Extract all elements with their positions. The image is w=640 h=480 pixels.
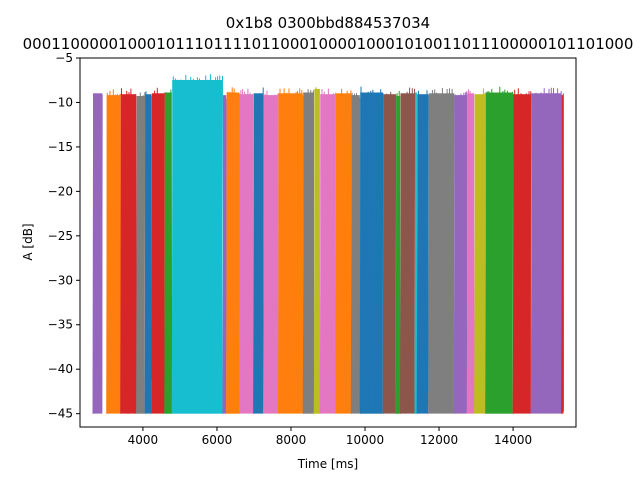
series-line	[359, 86, 384, 414]
y-tick-label: −10	[48, 95, 73, 109]
series-11	[239, 88, 254, 414]
series-17	[319, 88, 336, 414]
series-line	[453, 91, 468, 414]
x-tick-label: 8000	[276, 433, 307, 447]
y-tick-label: −40	[48, 362, 73, 376]
series-line	[263, 90, 279, 414]
series-27	[453, 91, 468, 414]
series-3	[120, 88, 137, 414]
series-line	[120, 88, 137, 414]
series-line	[512, 88, 532, 414]
plot-area	[92, 74, 564, 414]
series-line	[319, 88, 336, 414]
series-20	[359, 86, 384, 414]
x-axis: 4000 6000 8000 10000 12000 14000	[128, 427, 532, 447]
series-line	[414, 92, 418, 414]
y-tick-label: −45	[48, 407, 73, 421]
series-25	[416, 90, 429, 414]
chart-title: 0x1b8 0300bbd884537034	[226, 14, 430, 32]
x-tick-label: 14000	[494, 433, 532, 447]
y-tick-label: −25	[48, 229, 73, 243]
series-26	[428, 87, 455, 414]
y-tick-label: −20	[48, 184, 73, 198]
series-line	[400, 87, 416, 414]
series-fill	[314, 88, 320, 414]
series-line	[106, 89, 121, 414]
series-line	[561, 93, 564, 414]
series-16	[313, 87, 321, 414]
series-line	[239, 88, 254, 414]
axes-frame	[79, 57, 577, 428]
series-32	[530, 87, 562, 414]
series-line	[335, 88, 352, 414]
series-line	[151, 87, 165, 414]
series-31	[512, 88, 532, 414]
x-tick-label: 10000	[346, 433, 384, 447]
series-line	[171, 74, 223, 414]
series-line	[92, 93, 103, 414]
series-19	[350, 92, 361, 414]
x-tick-label: 6000	[202, 433, 233, 447]
series-23	[400, 87, 416, 414]
x-axis-label: Time [ms]	[297, 457, 359, 471]
series-line	[485, 86, 514, 414]
series-line	[164, 89, 173, 414]
series-fill	[474, 94, 486, 414]
series-18	[335, 88, 352, 414]
y-tick-label: −30	[48, 273, 73, 287]
series-14	[277, 88, 304, 414]
series-line	[395, 90, 401, 414]
y-axis-label: A [dB]	[21, 223, 35, 260]
series-line	[136, 92, 146, 414]
series-12	[253, 87, 264, 414]
series-28	[466, 89, 475, 414]
series-15	[302, 89, 315, 414]
series-line	[226, 87, 240, 414]
series-line	[253, 87, 264, 414]
chart-subtitle: 0001100000100010111011110110001000010001…	[23, 35, 634, 53]
series-line	[313, 87, 321, 414]
y-axis: −5 −10 −15 −20 −25 −30 −35 −40 −45	[48, 51, 80, 421]
series-line	[474, 88, 486, 414]
series-30	[485, 86, 514, 414]
series-fill	[417, 94, 429, 414]
series-line	[277, 88, 304, 414]
series-22	[395, 90, 401, 414]
series-4	[136, 92, 146, 414]
series-line	[302, 89, 315, 414]
series-line	[382, 91, 397, 414]
y-tick-label: −15	[48, 140, 73, 154]
series-10	[226, 87, 240, 414]
series-13	[263, 90, 279, 414]
series-6	[151, 87, 165, 414]
series-1	[92, 93, 103, 414]
series-21	[382, 91, 397, 414]
x-tick-label: 4000	[128, 433, 159, 447]
series-29	[474, 88, 486, 414]
series-line	[222, 97, 227, 414]
y-tick-label: −35	[48, 318, 73, 332]
series-line	[428, 87, 455, 414]
series-line	[144, 91, 152, 414]
series-line	[416, 90, 429, 414]
series-line	[466, 89, 475, 414]
series-8	[171, 74, 223, 414]
series-24	[414, 92, 418, 414]
series-7	[164, 89, 173, 414]
series-5	[144, 91, 152, 414]
series-line	[530, 87, 562, 414]
x-tick-label: 12000	[420, 433, 458, 447]
series-line	[350, 92, 361, 414]
series-2	[106, 89, 121, 414]
y-tick-label: −5	[55, 51, 73, 65]
series-9	[222, 95, 227, 414]
series-33	[561, 93, 564, 414]
